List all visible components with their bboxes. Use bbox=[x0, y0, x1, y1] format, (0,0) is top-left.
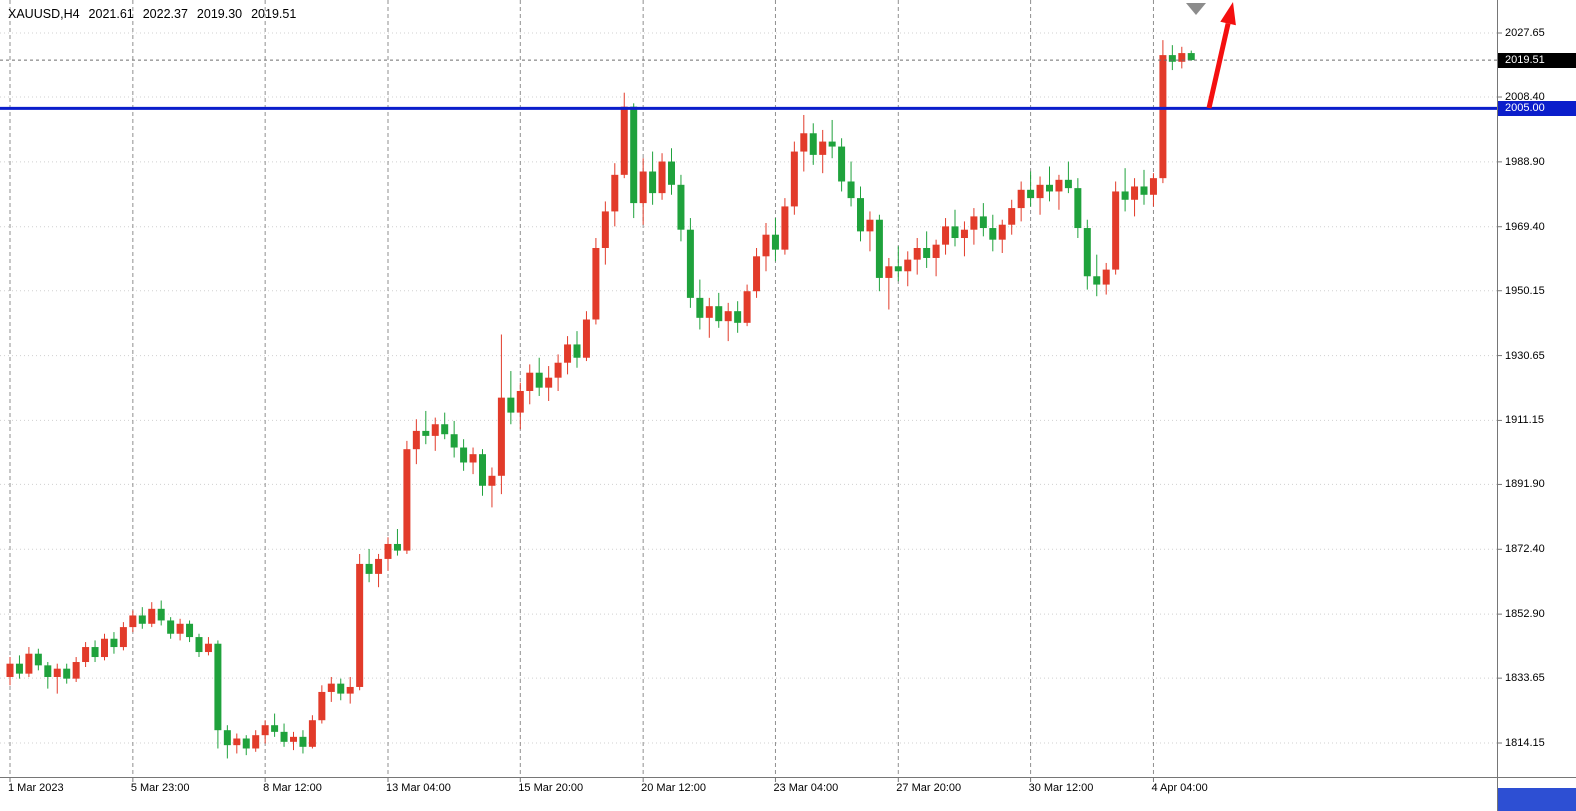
price-axis-label: 1930.65 bbox=[1505, 349, 1545, 362]
time-axis-label: 1 Mar 2023 bbox=[8, 782, 64, 794]
hline-price-box: 2005.00 bbox=[1498, 100, 1576, 116]
ohlc-low-value: 2019.30 bbox=[196, 7, 243, 21]
time-axis-label: 23 Mar 04:00 bbox=[773, 782, 839, 794]
current-price-box: 2019.51 bbox=[1498, 52, 1576, 68]
horizontal-gridlines bbox=[0, 32, 1497, 744]
current-price-value: 2019.51 bbox=[1505, 53, 1545, 66]
candles bbox=[6, 40, 1195, 759]
price-axis-label: 1872.40 bbox=[1505, 543, 1545, 556]
hline-price-value: 2005.00 bbox=[1505, 101, 1545, 114]
corner-box bbox=[1498, 788, 1576, 811]
ohlc-open-value: 2021.61 bbox=[88, 7, 134, 21]
price-axis-label: 1911.15 bbox=[1505, 414, 1544, 427]
time-axis-label: 30 Mar 12:00 bbox=[1028, 782, 1094, 794]
price-axis-label: 1950.15 bbox=[1505, 284, 1545, 297]
chart-ohlc-header: XAUUSD,H4 2021.61 2022.37 2019.30 2019.51 bbox=[8, 7, 305, 21]
trend-arrow-annotation[interactable] bbox=[1206, 2, 1236, 109]
time-axis[interactable]: 1 Mar 2023 5 Mar 23:00 8 Mar 12:00 13 Mar 0… bbox=[0, 778, 1497, 800]
price-axis-label: 1969.40 bbox=[1505, 220, 1545, 233]
symbol-period-label: XAUUSD,H4 bbox=[8, 7, 80, 21]
ohlc-close-value: 2019.51 bbox=[251, 7, 297, 21]
chart-shift-marker-icon bbox=[1186, 3, 1206, 15]
time-axis-label: 15 Mar 20:00 bbox=[518, 782, 584, 794]
ohlc-high-value: 2022.37 bbox=[142, 7, 188, 21]
time-axis-label: 20 Mar 12:00 bbox=[641, 782, 706, 794]
time-axis-label: 4 Apr 04:00 bbox=[1151, 782, 1208, 794]
time-axis-label: 27 Mar 20:00 bbox=[896, 782, 962, 794]
price-axis-label: 1988.90 bbox=[1505, 155, 1545, 168]
price-axis-label: 2027.65 bbox=[1505, 27, 1545, 39]
price-axis-label: 1891.90 bbox=[1505, 478, 1545, 491]
time-axis-label: 13 Mar 04:00 bbox=[386, 782, 451, 794]
price-axis-label: 1833.65 bbox=[1505, 672, 1545, 685]
vertical-gridlines bbox=[9, 0, 1154, 777]
price-axis-label: 1852.90 bbox=[1505, 608, 1545, 621]
time-axis-label: 5 Mar 23:00 bbox=[130, 782, 190, 794]
time-axis-label: 8 Mar 12:00 bbox=[263, 782, 322, 794]
price-axis-label: 2008.40 bbox=[1505, 91, 1545, 104]
price-axis[interactable]: 2027.65 2008.40 1988.90 1969.40 1950.15 1930.… bbox=[1498, 0, 1576, 777]
price-axis-label: 1814.15 bbox=[1505, 736, 1545, 749]
